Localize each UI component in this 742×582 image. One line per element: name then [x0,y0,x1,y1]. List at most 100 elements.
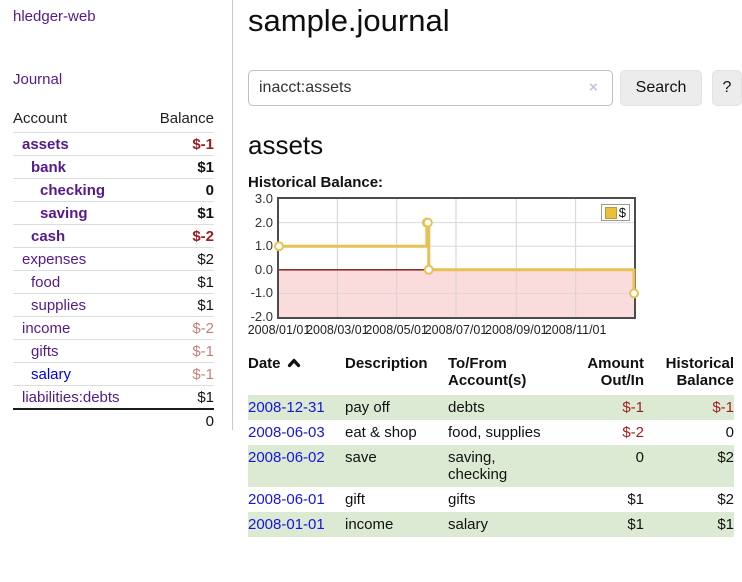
app-title-link[interactable]: hledger-web [13,8,96,25]
legend-swatch-icon [604,206,617,219]
register-amount-cell: 0 [565,445,644,487]
account-link[interactable]: checking [40,182,106,199]
register-date-link[interactable]: 2008-06-01 [248,491,325,508]
account-row: liabilities:debts $1 [13,385,214,410]
account-row: supplies $1 [13,293,214,317]
register-amount-cell: $1 [627,491,644,508]
account-cell: cash [13,225,138,248]
account-link[interactable]: gifts [31,343,59,360]
accounts-header-balance: Balance [159,110,214,127]
search-form: × Search ? [248,70,742,106]
account-balance: $-1 [192,343,214,360]
account-link[interactable]: food [31,274,61,291]
accounts-total-row: 0 [13,409,214,432]
account-balance: $1 [197,159,214,176]
balance-chart: 3.0 2.0 1.0 0.0 -1.0 -2.0 $ 2008/01/01 2008/03… [248,191,742,337]
account-cell: checking [13,179,138,202]
register-description-cell: income [345,512,448,537]
register-row: 2008-12-31 pay off debts $-1 $-1 [248,395,734,420]
account-row: bank $1 [13,155,214,179]
accounts-header-account: Account [13,110,68,127]
account-link[interactable]: supplies [31,297,87,314]
x-tick-label: 2008/03/01 [306,323,369,337]
register-header-date-label: Date [248,355,281,372]
account-heading: assets [248,130,324,160]
account-cell: saving [13,202,138,225]
search-input[interactable] [248,70,613,106]
account-balance: $-1 [192,136,214,153]
account-balance: $1 [197,205,214,222]
register-header-date[interactable]: Date [248,353,345,395]
nav-journal-link[interactable]: Journal [13,71,63,88]
search-button[interactable]: Search [620,70,702,106]
clear-search-icon[interactable]: × [589,79,598,96]
register-accounts-cell: food, supplies [448,424,541,441]
register-date-link[interactable]: 2008-01-01 [248,516,325,533]
account-link[interactable]: assets [22,136,69,153]
y-tick-label: 1.0 [254,238,273,254]
account-cell: income [13,317,138,340]
register-date-link[interactable]: 2008-12-31 [248,399,325,416]
register-accounts-cell: salary [448,512,565,537]
register-row: 2008-06-01 gift gifts $1 $2 [248,487,734,512]
account-cell: gifts [13,340,138,363]
register-date-cell: 2008-06-01 [248,487,345,512]
register-row: 2008-01-01 income salary $1 $1 [248,512,734,537]
register-header-amount: Amount Out/In [587,355,644,389]
account-cell: food [13,271,138,294]
register-header-description: Description [345,355,428,372]
account-cell: assets [13,133,138,156]
x-tick-label: 2008/05/01 [365,323,428,337]
y-tick-label: -1.0 [250,285,273,301]
accounts-total-spacer [13,409,138,432]
sidebar: hledger-web Journal Account Balance asse… [0,0,232,432]
register-header-row: Date Description To/From Account(s) Amou… [248,353,734,395]
account-link[interactable]: liabilities:debts [22,389,120,406]
register-date-link[interactable]: 2008-06-03 [248,424,325,441]
register-balance-cell: $-1 [644,395,734,420]
register-date-link[interactable]: 2008-06-02 [248,449,325,466]
x-tick-label: 2008/11/01 [544,323,607,337]
x-tick-label: 2008/01/01 [247,323,311,337]
register-balance-cell: 0 [725,424,734,441]
register-description-cell: save [345,445,448,487]
register-amount-cell: $-2 [622,424,644,441]
account-link[interactable]: expenses [22,251,87,268]
register-amount-cell: $1 [565,512,644,537]
account-balance: $-2 [192,228,214,245]
register-balance-cell: $2 [717,491,734,508]
y-tick-label: 2.0 [254,214,273,230]
account-row: saving $1 [13,201,214,225]
legend-label: $ [618,205,626,220]
account-row: expenses $2 [13,247,214,271]
register-accounts-cell: debts [448,395,565,420]
account-link[interactable]: bank [31,159,67,176]
sort-ascending-icon [287,358,300,368]
y-tick-label: 0.0 [254,261,273,277]
register-accounts-cell: saving, checking [448,445,565,487]
account-link[interactable]: saving [40,205,88,222]
y-tick-label: -2.0 [250,309,273,324]
page-title: sample.journal [248,3,450,38]
account-link[interactable]: salary [31,366,72,383]
account-cell: expenses [13,248,138,271]
account-link[interactable]: income [22,320,71,337]
help-button[interactable]: ? [712,70,742,106]
account-balance: $1 [197,389,214,406]
register-description-cell: eat & shop [345,424,417,441]
register-description-cell: pay off [345,395,448,420]
register-date-cell: 2008-12-31 [248,395,345,420]
account-row: checking 0 [13,178,214,202]
x-tick-label: 2008/07/01 [424,323,488,337]
account-link[interactable]: cash [31,228,66,245]
accounts-total-balance: 0 [205,413,214,430]
y-tick-label: 3.0 [254,191,273,206]
main-content: sample.journal × Search ? assets Histori… [248,0,742,537]
account-row: gifts $-1 [13,339,214,363]
account-balance: 0 [205,182,214,199]
register-accounts-cell: gifts [448,491,476,508]
account-row: salary $-1 [13,362,214,386]
account-balance: $-2 [192,320,214,337]
register-balance-cell: $2 [644,445,734,487]
register-date-cell: 2008-06-02 [248,445,345,487]
